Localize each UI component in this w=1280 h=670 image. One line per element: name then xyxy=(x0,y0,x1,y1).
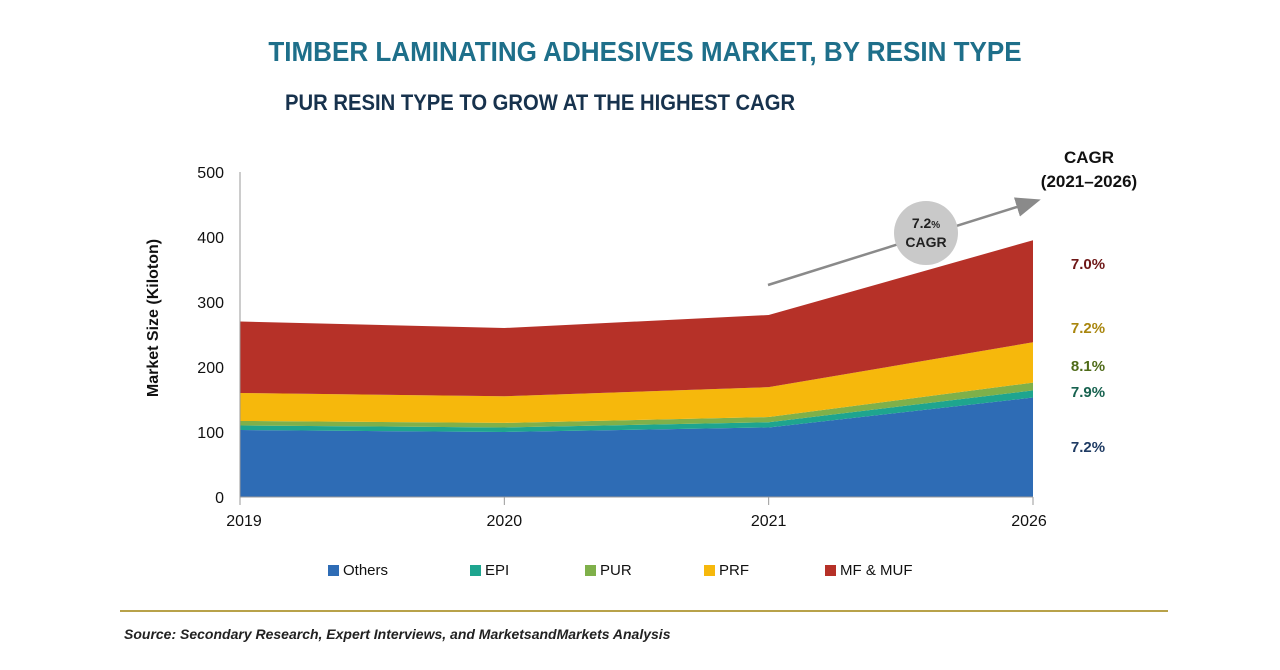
legend-item-prf: PRF xyxy=(704,562,749,579)
y-tick-label: 500 xyxy=(197,165,224,182)
y-ticks: 0 100 200 300 400 500 xyxy=(197,165,224,507)
area-mf-muf xyxy=(240,240,1033,397)
y-tick-label: 300 xyxy=(197,295,224,312)
cagr-header-line1: CAGR xyxy=(1064,148,1114,167)
x-tick-label: 2021 xyxy=(751,513,787,530)
area-epi xyxy=(240,390,1033,432)
cagr-label-others: 7.2% xyxy=(1071,439,1105,456)
cagr-bubble xyxy=(894,201,958,265)
y-tick-label: 0 xyxy=(215,490,224,507)
y-tick-label: 100 xyxy=(197,425,224,442)
chart-subtitle: PUR RESIN TYPE TO GROW AT THE HIGHEST CA… xyxy=(285,90,796,115)
footer-divider xyxy=(120,610,1168,612)
y-tick-label: 400 xyxy=(197,230,224,247)
cagr-label-pur: 8.1% xyxy=(1071,358,1105,375)
area-others xyxy=(240,397,1033,497)
y-tick-label: 200 xyxy=(197,360,224,377)
y-axis-label: Market Size (Kiloton) xyxy=(145,239,162,397)
stacked-areas xyxy=(240,240,1033,497)
area-pur xyxy=(240,382,1033,428)
legend-label: Others xyxy=(343,562,389,579)
legend-swatch xyxy=(704,565,715,576)
legend-swatch xyxy=(470,565,481,576)
cagr-label-epi: 7.9% xyxy=(1071,384,1105,401)
legend-item-others: Others xyxy=(328,562,388,579)
legend-swatch xyxy=(328,565,339,576)
legend-label: MF & MUF xyxy=(840,562,913,579)
legend-swatch xyxy=(585,565,596,576)
x-tick-label: 2019 xyxy=(226,513,262,530)
x-tick-label: 2026 xyxy=(1011,513,1047,530)
cagr-bubble-label: CAGR xyxy=(905,234,946,250)
axes xyxy=(239,172,1033,498)
cagr-bubble-value: 7.2% xyxy=(912,215,940,231)
legend-label: EPI xyxy=(485,562,510,579)
legend-label: PRF xyxy=(719,562,749,579)
chart-title: TIMBER LAMINATING ADHESIVES MARKET, BY R… xyxy=(268,36,1022,67)
cagr-header-line2: (2021–2026) xyxy=(1041,172,1137,191)
legend-item-epi: EPI xyxy=(470,562,509,579)
cagr-labels: 7.2% 7.9% 8.1% 7.2% 7.0% xyxy=(1071,256,1105,456)
x-ticks: 2019 2020 2021 2026 xyxy=(226,497,1047,530)
legend-item-pur: PUR xyxy=(585,562,632,579)
cagr-label-mf-muf: 7.0% xyxy=(1071,256,1105,273)
legend-swatch xyxy=(825,565,836,576)
legend-label: PUR xyxy=(600,562,632,579)
legend-item-mf-muf: MF & MUF xyxy=(825,562,913,579)
source-note: Source: Secondary Research, Expert Inter… xyxy=(124,626,671,642)
area-prf xyxy=(240,342,1033,423)
cagr-label-prf: 7.2% xyxy=(1071,320,1105,337)
x-tick-label: 2020 xyxy=(487,513,523,530)
